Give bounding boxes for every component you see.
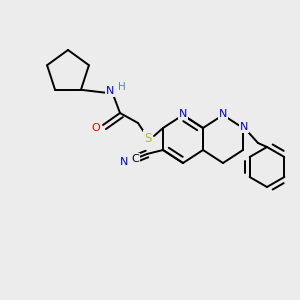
Text: O: O xyxy=(92,123,100,133)
Text: N: N xyxy=(106,86,114,96)
Text: H: H xyxy=(118,82,126,92)
Text: N: N xyxy=(120,157,128,167)
Text: H: H xyxy=(118,82,126,92)
Text: N: N xyxy=(106,86,114,96)
Text: N: N xyxy=(179,109,187,119)
Text: N: N xyxy=(219,109,227,119)
Text: N: N xyxy=(240,122,248,132)
Text: N: N xyxy=(179,109,187,119)
Text: S: S xyxy=(144,131,152,145)
Text: N: N xyxy=(120,157,128,167)
Text: N: N xyxy=(240,122,248,132)
Text: N: N xyxy=(219,109,227,119)
Text: O: O xyxy=(92,123,100,133)
Text: C: C xyxy=(131,154,139,164)
Text: S: S xyxy=(144,131,152,145)
Text: C: C xyxy=(131,154,139,164)
